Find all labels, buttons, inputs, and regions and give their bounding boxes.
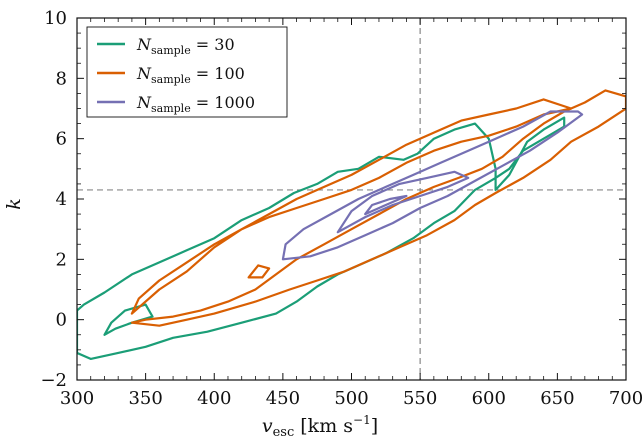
legend-label: Nsample = 100 xyxy=(136,64,245,86)
x-tick-label: 350 xyxy=(128,388,162,409)
y-tick-label: 8 xyxy=(56,68,67,89)
x-tick-label: 300 xyxy=(60,388,94,409)
legend-label: Nsample = 1000 xyxy=(136,93,255,115)
y-tick-label: 0 xyxy=(56,310,67,331)
y-tick-label: 10 xyxy=(44,8,67,29)
x-axis: 300 350 400 450 500 550 600 650 700 xyxy=(60,18,643,409)
contour-series-1-level-2 xyxy=(103,303,154,336)
contour-series-3-level-1 xyxy=(281,110,584,261)
y-axis: −2 0 2 4 6 8 10 xyxy=(40,8,626,391)
y-axis-label: k xyxy=(3,198,25,210)
y-tick-label: 2 xyxy=(56,249,67,270)
contour-series-3-level-3 xyxy=(364,194,408,216)
contour-lines xyxy=(77,89,626,360)
y-tick-label: 6 xyxy=(56,129,67,150)
contour-series-3-level-2 xyxy=(336,170,470,234)
x-tick-label: 650 xyxy=(540,388,574,409)
x-tick-label: 400 xyxy=(197,388,231,409)
svg-text:vesc [km s−1]: vesc [km s−1] xyxy=(262,413,378,440)
contour-series-2-level-1 xyxy=(130,89,626,327)
contour-series-2-level-3 xyxy=(247,264,271,279)
contour-series-1-level-1 xyxy=(77,116,566,360)
legend-label: Nsample = 30 xyxy=(136,35,235,57)
contour-series-2-level-2 xyxy=(130,98,573,315)
x-tick-label: 500 xyxy=(334,388,368,409)
x-tick-label: 450 xyxy=(266,388,300,409)
legend: Nsample = 30 Nsample = 100 Nsample = 1000 xyxy=(86,26,288,118)
x-axis-label: vesc [km s−1] xyxy=(262,413,378,440)
y-tick-label: 4 xyxy=(56,189,67,210)
x-tick-label: 700 xyxy=(609,388,643,409)
x-tick-label: 550 xyxy=(403,388,437,409)
svg-text:k: k xyxy=(3,198,25,210)
y-tick-label: −2 xyxy=(40,370,67,391)
x-tick-label: 600 xyxy=(472,388,506,409)
